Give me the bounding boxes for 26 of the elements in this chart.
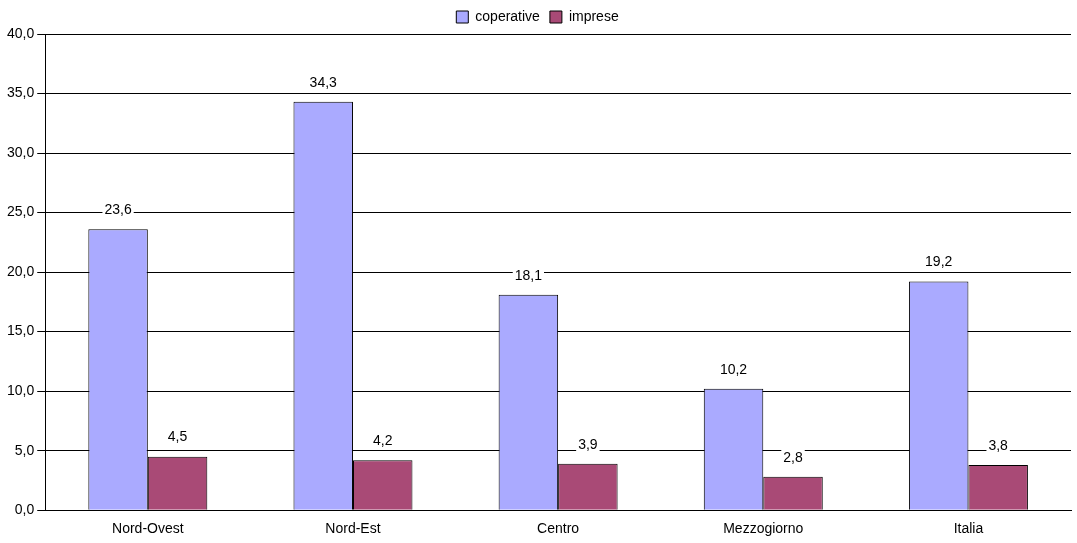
- y-tick-label: 15,0: [7, 322, 35, 339]
- data-label: 3,8: [988, 436, 1009, 453]
- legend-label: coperative: [475, 7, 541, 24]
- data-label: 10,2: [719, 360, 748, 377]
- data-label: 19,2: [925, 253, 953, 270]
- data-label: 2,8: [783, 448, 803, 465]
- y-tick-label: 40,0: [7, 24, 35, 41]
- x-tick-label: Centro: [537, 520, 580, 537]
- data-label: 4,5: [167, 428, 188, 445]
- y-tick-label: 20,0: [7, 262, 35, 279]
- x-tick-label: Nord-Ovest: [112, 520, 184, 537]
- x-tick-label: Italia: [953, 520, 984, 537]
- data-label: 34,3: [309, 73, 338, 90]
- y-tick-label: 30,0: [7, 143, 35, 160]
- y-tick-label: 35,0: [7, 84, 35, 101]
- x-tick-label: Nord-Est: [325, 520, 381, 537]
- data-label: 23,6: [104, 201, 132, 218]
- data-label: 4,2: [372, 432, 393, 449]
- y-tick-label: 0,0: [14, 501, 35, 518]
- y-tick-label: 5,0: [14, 441, 35, 458]
- x-tick-label: Mezzogiorno: [723, 520, 804, 537]
- y-tick-label: 10,0: [7, 382, 35, 399]
- data-label: 3,9: [578, 435, 598, 452]
- data-label: 18,1: [514, 266, 543, 283]
- legend-label: imprese: [568, 7, 619, 24]
- y-tick-label: 25,0: [7, 203, 35, 220]
